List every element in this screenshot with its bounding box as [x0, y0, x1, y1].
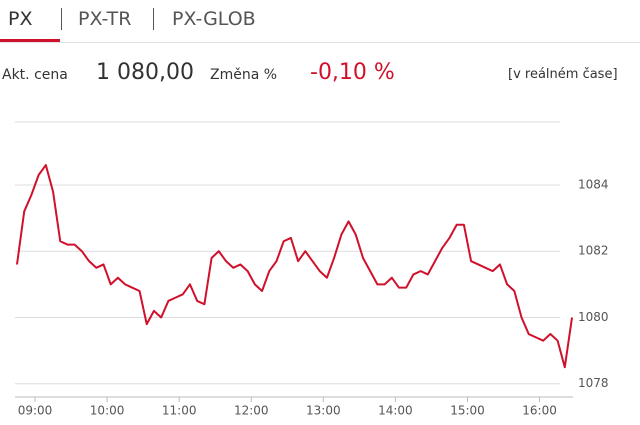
price-label: Akt. cena: [2, 67, 68, 83]
x-tick-label: 10:00: [90, 404, 125, 418]
x-tick-label: 14:00: [378, 404, 413, 418]
tab-bar: PX PX-TR PX-GLOB: [0, 0, 640, 43]
tab[interactable]: PX: [8, 8, 33, 30]
x-tick-label: 12:00: [234, 404, 269, 418]
x-tick-label: 15:00: [450, 404, 485, 418]
separator: [153, 8, 154, 30]
separator: [61, 8, 62, 30]
y-tick-label: 1082: [578, 244, 609, 258]
y-tick-label: 1084: [578, 177, 609, 191]
y-tick-label: 1080: [578, 310, 609, 324]
price: 1 080,00: [96, 60, 194, 85]
price-line: [16, 164, 573, 369]
x-tick-label: 13:00: [306, 404, 341, 418]
tab[interactable]: PX-GLOB: [172, 8, 256, 30]
x-tick-label: 16:00: [522, 404, 557, 418]
change-label: Změna %: [210, 67, 278, 83]
x-tick-label: 09:00: [18, 404, 53, 418]
mode: [v reálném čase]: [508, 67, 618, 82]
x-tick-label: 11:00: [162, 404, 197, 418]
change: -0,10 %: [310, 60, 395, 85]
y-tick-label: 1078: [578, 376, 609, 390]
active-underline: [0, 39, 60, 42]
tab[interactable]: PX-TR: [78, 8, 132, 30]
